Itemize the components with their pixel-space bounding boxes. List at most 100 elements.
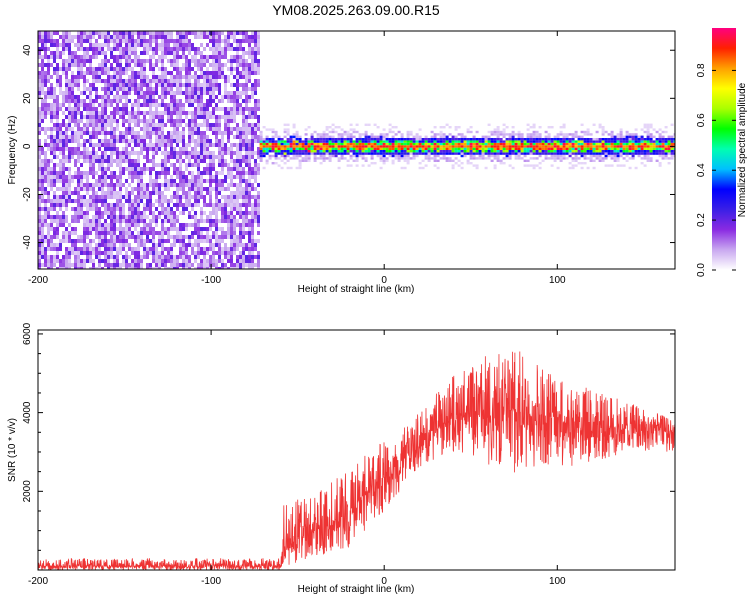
spectrogram-cell [197, 155, 200, 159]
spectrogram-cell [391, 150, 395, 153]
spectrogram-cell [98, 255, 101, 259]
spectrogram-cell [304, 150, 308, 153]
spectrogram-cell [424, 150, 428, 153]
spectrogram-cell [149, 227, 152, 231]
spectrogram-cell [74, 239, 77, 243]
spectrogram-cell [197, 87, 200, 91]
spectrogram-cell [439, 145, 443, 148]
spectrogram-cell [236, 99, 239, 103]
spectrogram-cell [179, 247, 182, 251]
spectrogram-cell [98, 111, 101, 115]
spectrogram-cell [245, 103, 248, 107]
spectrogram-cell [544, 130, 548, 134]
spectrogram-cell [110, 239, 113, 243]
spectrogram-cell [346, 130, 350, 134]
spectrogram-cell [116, 191, 119, 195]
spectrogram-cell [122, 211, 125, 215]
spectrogram-cell [167, 251, 170, 255]
spectrogram-cell [490, 142, 494, 146]
spectrogram-cell [128, 163, 131, 167]
spectrogram-cell [280, 138, 284, 141]
spectrogram-cell [182, 83, 185, 87]
spectrogram-cell [224, 95, 227, 99]
spectrogram-cell [188, 199, 191, 203]
spectrogram-cell [215, 227, 218, 231]
spectrogram-cell [436, 142, 440, 146]
spectrogram-cell [125, 67, 128, 71]
spectrogram-cell [388, 138, 392, 141]
spectrogram-cell [203, 195, 206, 199]
spectrogram-cell [119, 235, 122, 239]
spectrogram-cell [550, 157, 554, 160]
spectrogram-cell [50, 167, 53, 171]
spectrogram-cell [182, 131, 185, 135]
spectrogram-cell [406, 140, 410, 143]
spectrogram-cell [71, 131, 74, 135]
spectrogram-cell [86, 95, 89, 99]
spectrogram-cell [307, 157, 311, 160]
spectrogram-cell [167, 155, 170, 159]
spectrogram-cell [47, 243, 50, 247]
spectrogram-cell [382, 128, 386, 131]
spectrogram-cell [38, 251, 41, 255]
spectrogram-cell [460, 142, 464, 146]
spectrogram-cell [257, 63, 260, 67]
spectrogram-cell [236, 43, 239, 47]
spectrogram-cell [535, 133, 539, 136]
spectrogram-cell [460, 133, 464, 136]
spectrogram-cell [242, 175, 245, 179]
spectrogram-cell [529, 126, 533, 129]
spectrogram-cell [128, 51, 131, 55]
spectrogram-cell [101, 191, 104, 195]
spectrogram-cell [128, 59, 131, 63]
spectrogram-cell [352, 135, 356, 138]
spectrogram-cell [248, 227, 251, 231]
spectrogram-cell [319, 140, 323, 143]
spectrogram-cell [499, 159, 503, 162]
spectrogram-cell [236, 151, 239, 155]
spectrogram-cell [182, 139, 185, 143]
spectrogram-cell [251, 183, 254, 187]
spectrogram-cell [95, 151, 98, 155]
spectrogram-cell [149, 103, 152, 107]
spectrogram-cell [304, 140, 308, 143]
spectrogram-cell [442, 135, 446, 138]
spectrogram-cell [65, 147, 68, 151]
spectrogram-cell [161, 247, 164, 251]
spectrogram-cell [104, 135, 107, 139]
spectrogram-cell [628, 147, 632, 150]
spectrogram-cell [119, 151, 122, 155]
spectrogram-cell [146, 31, 149, 35]
spectrogram-cell [131, 267, 134, 269]
spectrogram-cell [526, 138, 530, 141]
spectrogram-cell [161, 55, 164, 59]
spectrogram-cell [194, 75, 197, 79]
spectrogram-cell [265, 162, 269, 165]
spectrogram-cell [400, 154, 404, 158]
spectrogram-cell [319, 154, 323, 158]
spectrogram-cell [221, 235, 224, 239]
spectrogram-cell [295, 130, 299, 134]
spectrogram-cell [65, 167, 68, 171]
spectrogram-cell [137, 143, 140, 147]
spectrogram-cell [310, 152, 314, 155]
spectrogram-cell [110, 163, 113, 167]
spectrogram-cell [101, 99, 104, 103]
spectrogram-cell [203, 123, 206, 127]
spectrogram-cell [80, 155, 83, 159]
spectrogram-cell [38, 255, 41, 259]
spectrogram-cell [604, 150, 608, 153]
spectrogram-cell [259, 147, 263, 150]
spectrogram-cell [203, 111, 206, 115]
spectrogram-cell [637, 138, 641, 141]
spectrogram-cell [502, 150, 506, 153]
spectrogram-cell [131, 111, 134, 115]
spectrogram-cell [230, 255, 233, 259]
spectrogram-cell [233, 135, 236, 139]
spectrogram-cell [316, 135, 320, 138]
spectrogram-cell [206, 111, 209, 115]
spectrogram-cell [125, 51, 128, 55]
spectrogram-cell [265, 142, 269, 146]
spectrogram-cell [62, 167, 65, 171]
spectrogram-cell [113, 143, 116, 147]
